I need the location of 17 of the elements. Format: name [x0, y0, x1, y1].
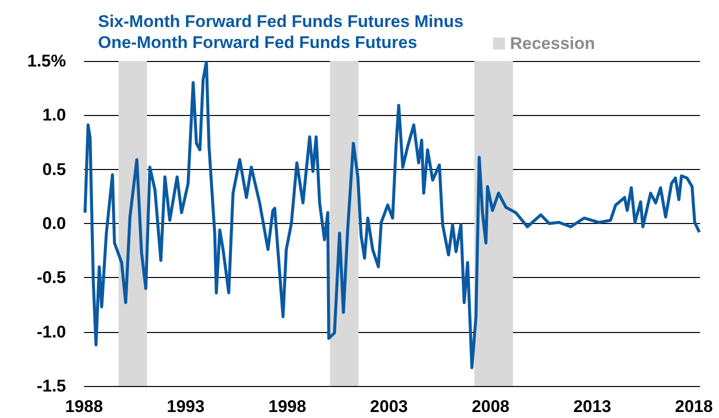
x-tick-label: 2003: [370, 397, 408, 416]
y-tick-label: -0.5: [36, 268, 66, 288]
line-series: [84, 60, 701, 370]
x-tick-label: 2013: [573, 397, 612, 416]
x-tick-label: 1998: [268, 397, 306, 416]
y-tick-label: 1.0: [42, 106, 66, 125]
y-tick-label: 1.5%: [27, 52, 66, 70]
y-tick-label: 0.5: [42, 160, 66, 179]
y-tick-label: -1.0: [36, 322, 66, 342]
x-tick-label: 1988: [65, 397, 103, 416]
x-tick-label: 2018: [674, 397, 713, 416]
x-tick-label: 2008: [472, 397, 510, 416]
y-tick-label: 0.0: [42, 214, 66, 233]
legend-label: Recession: [510, 34, 596, 53]
y-tick-label: -1.5: [36, 376, 66, 396]
text: Six-Month Forward Fed Funds Futures Minus One-Month Forward Fed Funds Futures: [98, 12, 468, 52]
x-tick-label: 1993: [166, 397, 205, 416]
